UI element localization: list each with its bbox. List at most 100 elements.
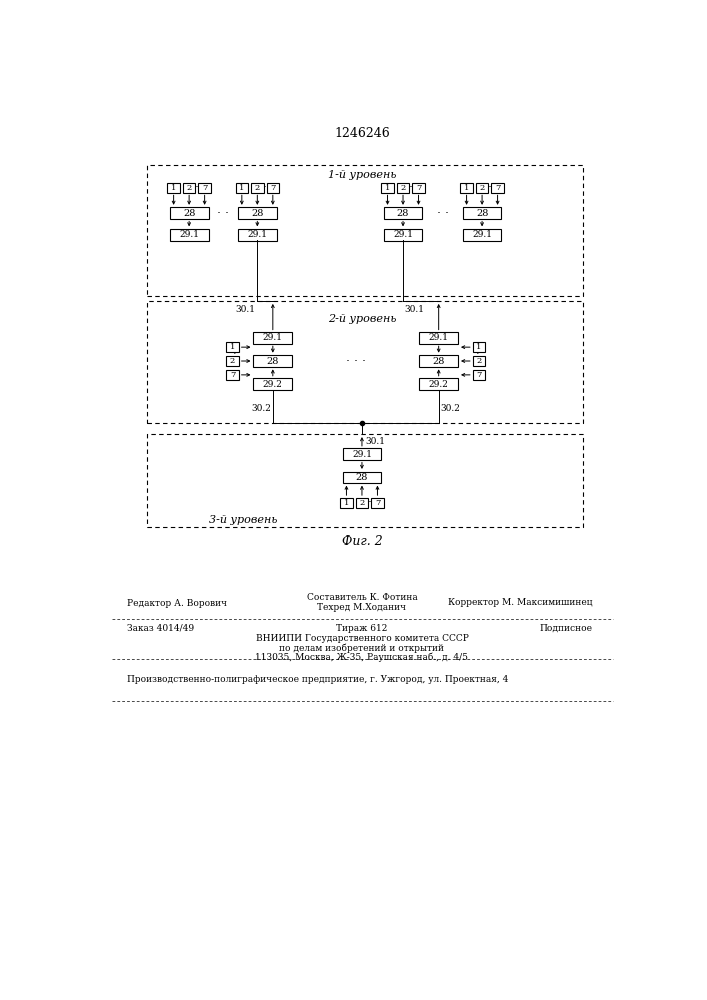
Text: 1-й уровень: 1-й уровень [328, 170, 396, 180]
Bar [476, 183, 489, 193]
Bar [226, 342, 239, 352]
Text: 30.2: 30.2 [252, 404, 271, 413]
Bar [412, 183, 425, 193]
Text: 1: 1 [230, 343, 235, 351]
Text: 2: 2 [477, 357, 481, 365]
Text: 28: 28 [251, 209, 264, 218]
Text: 29.2: 29.2 [428, 380, 449, 389]
Bar [226, 370, 239, 380]
Bar [419, 355, 458, 367]
Bar [419, 378, 458, 390]
Text: 2: 2 [479, 184, 485, 192]
Text: ·: · [476, 349, 479, 359]
Bar [146, 301, 583, 423]
Text: 2: 2 [359, 499, 365, 507]
Bar [340, 498, 353, 508]
Text: 3-й уровень: 3-й уровень [209, 515, 278, 525]
Text: 7: 7 [495, 184, 501, 192]
Text: ·: · [195, 181, 199, 194]
Bar [384, 207, 422, 219]
Text: ·: · [263, 181, 267, 194]
Text: 30.1: 30.1 [235, 305, 256, 314]
Text: 7: 7 [230, 371, 235, 379]
Bar [491, 183, 504, 193]
Bar [460, 183, 473, 193]
Bar [253, 355, 292, 367]
Bar [199, 183, 211, 193]
Text: 28: 28 [397, 209, 409, 218]
Bar [343, 448, 381, 460]
Bar [462, 207, 501, 219]
Text: 1: 1 [171, 184, 176, 192]
Text: · ·: · · [436, 207, 448, 220]
Text: 29.1: 29.1 [179, 230, 199, 239]
Text: 1246246: 1246246 [334, 127, 390, 140]
Text: 7: 7 [270, 184, 276, 192]
Text: 29.1: 29.1 [352, 450, 372, 459]
Text: 29.1: 29.1 [247, 230, 267, 239]
Text: 7: 7 [477, 371, 481, 379]
Bar [238, 229, 276, 241]
Text: Подписное: Подписное [539, 624, 592, 633]
Bar [146, 434, 583, 527]
Text: 29.1: 29.1 [393, 230, 413, 239]
Bar [397, 183, 409, 193]
Bar [419, 332, 458, 344]
Bar [343, 472, 381, 483]
Text: ·: · [368, 496, 372, 509]
Text: ·: · [233, 349, 236, 359]
Text: 2: 2 [187, 184, 192, 192]
Text: 1: 1 [464, 184, 469, 192]
Text: 2: 2 [255, 184, 260, 192]
Bar [253, 378, 292, 390]
Bar [170, 229, 209, 241]
Text: 113035, Москва, Ж-35, Раушская наб., д. 4/5: 113035, Москва, Ж-35, Раушская наб., д. … [255, 653, 469, 662]
Bar [238, 207, 276, 219]
Text: 28: 28 [183, 209, 195, 218]
Bar [146, 165, 583, 296]
Bar [462, 229, 501, 241]
Text: Составитель К. Фотина: Составитель К. Фотина [307, 593, 417, 602]
Text: ·: · [409, 181, 413, 194]
Bar [473, 370, 485, 380]
Bar [356, 498, 368, 508]
Bar [473, 356, 485, 366]
Bar [371, 498, 384, 508]
Text: по делам изобретений и открытий: по делам изобретений и открытий [279, 643, 445, 653]
Bar [183, 183, 195, 193]
Bar [381, 183, 394, 193]
Bar [267, 183, 279, 193]
Bar [168, 183, 180, 193]
Text: Производственно-полиграфическое предприятие, г. Ужгород, ул. Проектная, 4: Производственно-полиграфическое предприя… [127, 675, 508, 684]
Bar [226, 356, 239, 366]
Bar [253, 332, 292, 344]
Text: 7: 7 [375, 499, 380, 507]
Text: 1: 1 [385, 184, 390, 192]
Text: 28: 28 [356, 473, 368, 482]
Text: · · ·: · · · [346, 355, 366, 368]
Text: 1: 1 [239, 184, 245, 192]
Bar [473, 342, 485, 352]
Text: Корректор М. Максимишинец: Корректор М. Максимишинец [448, 598, 592, 607]
Text: 7: 7 [416, 184, 421, 192]
Text: 30.2: 30.2 [440, 404, 460, 413]
Text: 2: 2 [400, 184, 406, 192]
Text: · ·: · · [217, 207, 229, 220]
Text: 29.1: 29.1 [263, 333, 283, 342]
Text: ВНИИПИ Государственного комитета СССР: ВНИИПИ Государственного комитета СССР [255, 634, 469, 643]
Text: 29.1: 29.1 [428, 333, 449, 342]
Bar [170, 207, 209, 219]
Text: 28: 28 [267, 357, 279, 366]
Text: Тираж 612: Тираж 612 [337, 624, 387, 633]
Text: 29.2: 29.2 [263, 380, 283, 389]
Text: ·: · [488, 181, 492, 194]
Text: 28: 28 [476, 209, 489, 218]
Text: 2: 2 [230, 357, 235, 365]
Text: Редактор А. Ворович: Редактор А. Ворович [127, 599, 227, 608]
Bar [251, 183, 264, 193]
Text: 2-й уровень: 2-й уровень [328, 314, 396, 324]
Text: 28: 28 [433, 357, 445, 366]
Text: 30.1: 30.1 [365, 437, 385, 446]
Bar [384, 229, 422, 241]
Text: 7: 7 [202, 184, 207, 192]
